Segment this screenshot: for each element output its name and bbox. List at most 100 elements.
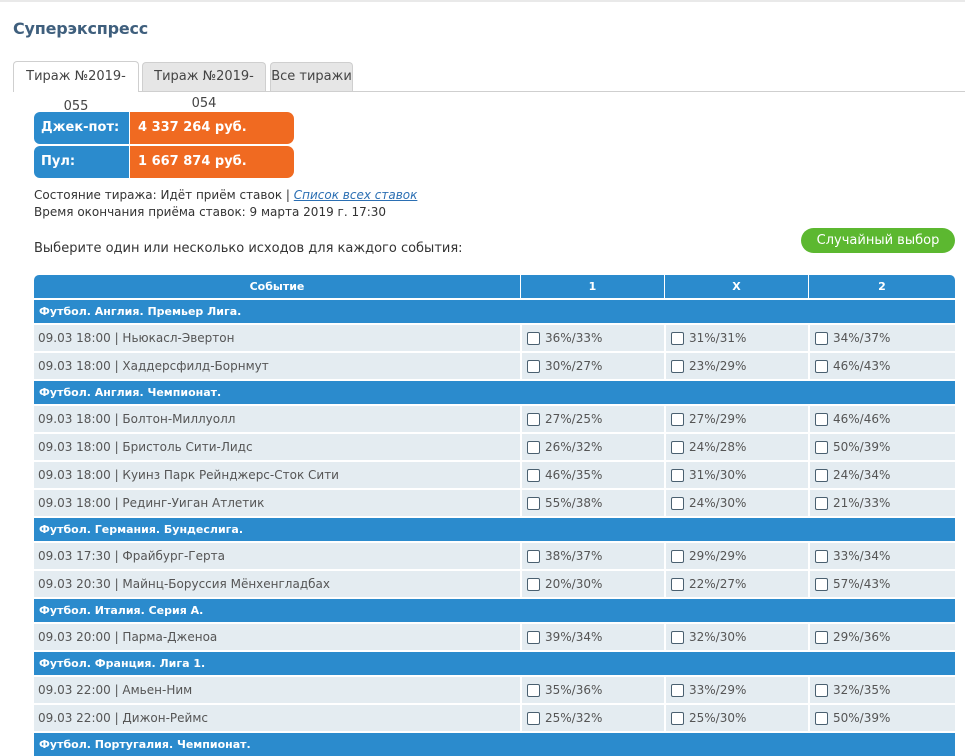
outcome-2-cell: 50%/39% (810, 705, 955, 731)
match-row: 09.03 18:00 | Рединг-Уиган Атлетик 55%/38… (34, 490, 955, 516)
checkbox[interactable] (671, 412, 684, 426)
outcome-x-option[interactable]: 31%/30% (666, 462, 808, 488)
outcome-2-option[interactable]: 46%/43% (810, 353, 955, 379)
outcome-x-option[interactable]: 25%/30% (666, 705, 808, 731)
outcome-1-option[interactable]: 20%/30% (522, 571, 664, 597)
outcome-x-cell: 22%/27% (666, 571, 808, 597)
checkbox[interactable] (815, 496, 828, 510)
checkbox[interactable] (527, 359, 540, 373)
outcome-2-option[interactable]: 29%/36% (810, 624, 955, 650)
checkbox[interactable] (527, 683, 540, 697)
outcome-1-cell: 27%/25% (522, 406, 664, 432)
outcome-2-percent: 50%/39% (833, 711, 891, 725)
end-time: Время окончания приёма ставок: 9 марта 2… (34, 205, 387, 219)
checkbox[interactable] (527, 331, 540, 345)
match-event: 09.03 18:00 | Куинз Парк Рейнджерс-Сток … (34, 462, 520, 488)
checkbox[interactable] (815, 711, 828, 725)
draw-status: Состояние тиража: Идёт приём ставок | Сп… (34, 188, 417, 202)
outcome-1-option[interactable]: 27%/25% (522, 406, 664, 432)
checkbox[interactable] (527, 577, 540, 591)
outcome-x-percent: 24%/30% (689, 496, 747, 510)
checkbox[interactable] (671, 630, 684, 644)
checkbox[interactable] (815, 359, 828, 373)
checkbox[interactable] (527, 468, 540, 482)
outcome-2-percent: 24%/34% (833, 468, 891, 482)
checkbox[interactable] (815, 630, 828, 644)
checkbox[interactable] (527, 440, 540, 454)
match-row: 09.03 22:00 | Дижон-Реймс 25%/32% 25%/30% 5… (34, 705, 955, 731)
outcome-2-option[interactable]: 46%/46% (810, 406, 955, 432)
checkbox[interactable] (671, 468, 684, 482)
outcome-1-option[interactable]: 38%/37% (522, 543, 664, 569)
outcome-2-option[interactable]: 24%/34% (810, 462, 955, 488)
checkbox[interactable] (671, 549, 684, 563)
checkbox[interactable] (671, 711, 684, 725)
match-row: 09.03 20:30 | Майнц-Боруссия Мёнхенгладб… (34, 571, 955, 597)
checkbox[interactable] (527, 549, 540, 563)
checkbox[interactable] (527, 412, 540, 426)
checkbox[interactable] (671, 331, 684, 345)
outcome-1-cell: 36%/33% (522, 325, 664, 351)
outcome-1-cell: 46%/35% (522, 462, 664, 488)
checkbox[interactable] (527, 711, 540, 725)
tab-all-draws[interactable]: Все тиражи (270, 62, 353, 91)
tab-draw-2019-055[interactable]: Тираж №2019-055 (13, 61, 139, 114)
outcome-2-percent: 57%/43% (833, 577, 891, 591)
outcome-1-option[interactable]: 46%/35% (522, 462, 664, 488)
checkbox[interactable] (527, 630, 540, 644)
outcome-x-cell: 33%/29% (666, 677, 808, 703)
checkbox[interactable] (815, 468, 828, 482)
checkbox[interactable] (671, 359, 684, 373)
checkbox[interactable] (815, 577, 828, 591)
league-header: Футбол. Португалия. Чемпионат. (34, 733, 955, 756)
checkbox[interactable] (671, 683, 684, 697)
outcome-x-option[interactable]: 31%/31% (666, 325, 808, 351)
checkbox[interactable] (815, 412, 828, 426)
outcome-x-option[interactable]: 24%/30% (666, 490, 808, 516)
outcome-x-option[interactable]: 32%/30% (666, 624, 808, 650)
checkbox[interactable] (527, 496, 540, 510)
outcome-2-percent: 46%/43% (833, 359, 891, 373)
league-header: Футбол. Франция. Лига 1. (34, 652, 955, 675)
header-outcome-1: 1 (521, 275, 665, 298)
match-event: 09.03 17:30 | Фрайбург-Герта (34, 543, 520, 569)
outcome-1-cell: 35%/36% (522, 677, 664, 703)
outcome-2-option[interactable]: 50%/39% (810, 434, 955, 460)
outcome-2-option[interactable]: 32%/35% (810, 677, 955, 703)
outcome-x-percent: 22%/27% (689, 577, 747, 591)
outcome-1-option[interactable]: 36%/33% (522, 325, 664, 351)
outcome-2-option[interactable]: 21%/33% (810, 490, 955, 516)
outcome-1-cell: 38%/37% (522, 543, 664, 569)
outcome-x-option[interactable]: 27%/29% (666, 406, 808, 432)
outcome-1-option[interactable]: 39%/34% (522, 624, 664, 650)
outcome-1-percent: 46%/35% (545, 468, 603, 482)
random-choice-button[interactable]: Случайный выбор (801, 228, 955, 253)
checkbox[interactable] (815, 440, 828, 454)
outcome-x-option[interactable]: 23%/29% (666, 353, 808, 379)
outcome-1-option[interactable]: 25%/32% (522, 705, 664, 731)
outcome-1-option[interactable]: 30%/27% (522, 353, 664, 379)
all-bets-link[interactable]: Список всех ставок (293, 188, 418, 202)
outcome-x-option[interactable]: 22%/27% (666, 571, 808, 597)
match-event: 09.03 20:00 | Парма-Дженоа (34, 624, 520, 650)
outcome-x-option[interactable]: 29%/29% (666, 543, 808, 569)
outcome-1-option[interactable]: 26%/32% (522, 434, 664, 460)
checkbox[interactable] (671, 440, 684, 454)
outcome-x-percent: 25%/30% (689, 711, 747, 725)
outcome-1-percent: 38%/37% (545, 549, 603, 563)
outcome-2-option[interactable]: 34%/37% (810, 325, 955, 351)
outcome-2-option[interactable]: 50%/39% (810, 705, 955, 731)
outcome-x-option[interactable]: 24%/28% (666, 434, 808, 460)
outcome-x-option[interactable]: 33%/29% (666, 677, 808, 703)
outcome-2-option[interactable]: 57%/43% (810, 571, 955, 597)
checkbox[interactable] (671, 577, 684, 591)
outcome-2-option[interactable]: 33%/34% (810, 543, 955, 569)
page-title: Суперэкспресс (13, 19, 149, 38)
outcome-1-option[interactable]: 55%/38% (522, 490, 664, 516)
checkbox[interactable] (815, 331, 828, 345)
checkbox[interactable] (815, 549, 828, 563)
tab-draw-2019-054[interactable]: Тираж №2019-054 (142, 62, 266, 111)
outcome-1-option[interactable]: 35%/36% (522, 677, 664, 703)
checkbox[interactable] (671, 496, 684, 510)
checkbox[interactable] (815, 683, 828, 697)
